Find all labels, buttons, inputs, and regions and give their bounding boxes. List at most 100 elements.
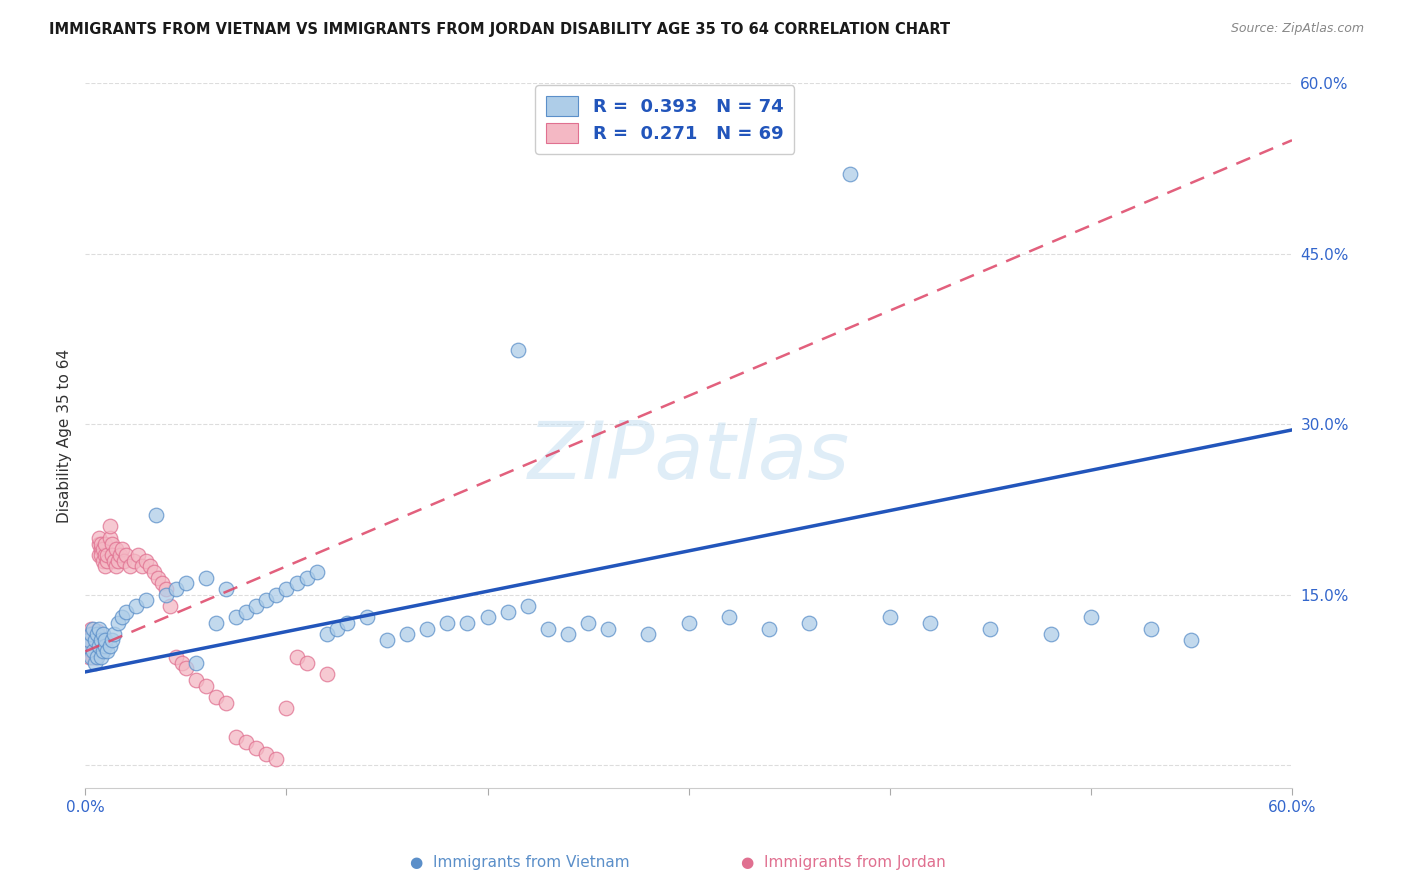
Point [84,656,107,670]
Point [104,542,127,557]
Text: Source: ZipAtlas.com: Source: ZipAtlas.com [1230,22,1364,36]
Point [326,622,349,636]
Point [598,622,620,636]
Point [80,631,103,645]
Point [82,650,104,665]
Point [103,627,125,641]
Point [80,644,103,658]
Text: ZIPatlas: ZIPatlas [527,417,849,496]
Point [170,656,193,670]
Point [266,752,288,766]
Point [305,565,328,579]
Point [100,548,122,562]
Point [89,639,111,653]
Point [356,610,378,624]
Point [84,650,107,665]
Point [678,615,700,630]
Point [396,627,419,641]
Point [107,553,129,567]
Point [135,553,157,567]
Point [165,582,187,596]
Point [100,633,122,648]
Point [100,536,122,550]
Point [80,622,103,636]
Point [174,661,197,675]
Point [89,536,111,550]
Point [90,542,112,557]
Point [90,548,112,562]
Point [336,615,359,630]
Legend: R =  0.393   N = 74, R =  0.271   N = 69: R = 0.393 N = 74, R = 0.271 N = 69 [534,86,794,154]
Point [98,531,121,545]
Point [174,576,197,591]
Point [79,635,101,649]
Point [146,571,169,585]
Point [96,548,118,562]
Point [1140,622,1163,636]
Point [758,622,780,636]
Point [155,588,177,602]
Point [80,627,103,641]
Point [84,631,107,645]
Point [86,624,108,638]
Point [245,741,267,756]
Point [79,650,101,665]
Point [416,622,439,636]
Point [879,610,901,624]
Point [195,679,218,693]
Point [436,615,458,630]
Point [94,639,117,653]
Point [145,508,167,522]
Point [94,548,117,562]
Point [315,667,337,681]
Point [254,747,277,761]
Point [496,605,519,619]
Point [245,599,267,613]
Point [84,633,107,648]
Point [94,633,117,648]
Point [979,622,1001,636]
Point [114,548,136,562]
Point [86,644,108,658]
Point [184,673,207,687]
Point [266,588,288,602]
Point [110,610,132,624]
Point [557,627,579,641]
Point [84,639,107,653]
Point [295,571,318,585]
Point [94,536,117,550]
Point [506,343,529,358]
Point [165,650,187,665]
Point [799,615,821,630]
Point [516,599,538,613]
Point [576,615,599,630]
Point [276,701,298,715]
Point [112,553,135,567]
Point [155,582,177,596]
Point [159,599,181,613]
Point [89,531,111,545]
Text: ●  Immigrants from Vietnam: ● Immigrants from Vietnam [411,855,630,870]
Point [276,582,298,596]
Point [89,622,111,636]
Point [285,650,308,665]
Point [205,615,228,630]
Point [89,548,111,562]
Point [254,593,277,607]
Point [477,610,499,624]
Point [90,536,112,550]
Point [135,593,157,607]
Point [225,730,247,744]
Point [118,559,141,574]
Point [103,553,125,567]
Point [122,553,145,567]
Point [131,559,153,574]
Point [93,542,115,557]
Point [86,650,108,665]
Point [90,633,112,648]
Point [79,633,101,648]
Point [79,627,101,641]
Point [138,559,160,574]
Point [184,656,207,670]
Point [537,622,560,636]
